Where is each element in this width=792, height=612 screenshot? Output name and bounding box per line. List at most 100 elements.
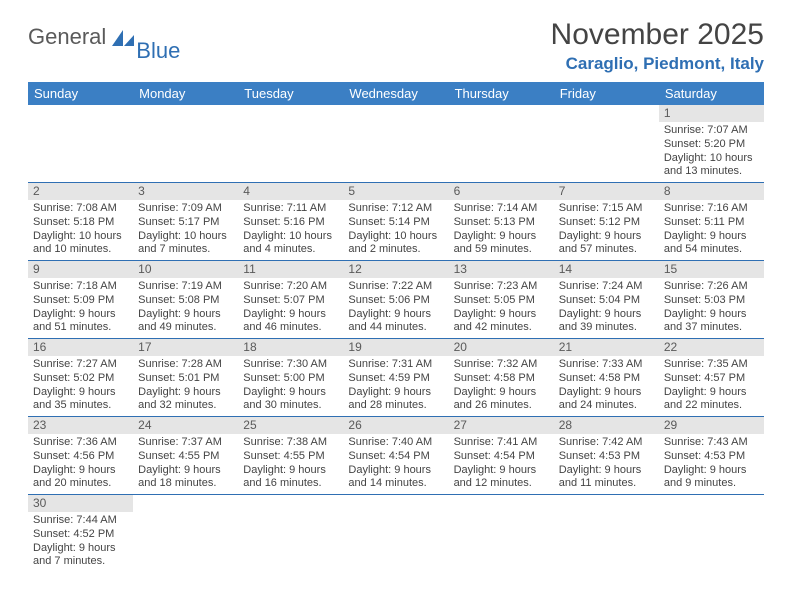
day-body: Sunrise: 7:42 AMSunset: 4:53 PMDaylight:… (554, 434, 659, 494)
daylight: Daylight: 9 hours and 24 minutes. (559, 386, 654, 414)
calendar-cell: 9Sunrise: 7:18 AMSunset: 5:09 PMDaylight… (28, 261, 133, 339)
calendar-cell: 29Sunrise: 7:43 AMSunset: 4:53 PMDayligh… (659, 417, 764, 495)
sunrise: Sunrise: 7:37 AM (138, 436, 233, 450)
logo-text-general: General (28, 24, 106, 50)
daylight: Daylight: 9 hours and 39 minutes. (559, 308, 654, 336)
calendar-cell: 25Sunrise: 7:38 AMSunset: 4:55 PMDayligh… (238, 417, 343, 495)
daylight: Daylight: 9 hours and 51 minutes. (33, 308, 128, 336)
daylight: Daylight: 9 hours and 44 minutes. (348, 308, 443, 336)
daylight: Daylight: 9 hours and 20 minutes. (33, 464, 128, 492)
calendar-cell (659, 495, 764, 573)
calendar-cell (133, 105, 238, 183)
daylight: Daylight: 9 hours and 30 minutes. (243, 386, 338, 414)
day-number: 14 (554, 261, 659, 278)
day-body: Sunrise: 7:41 AMSunset: 4:54 PMDaylight:… (449, 434, 554, 494)
sunrise: Sunrise: 7:44 AM (33, 514, 128, 528)
daylight: Daylight: 9 hours and 35 minutes. (33, 386, 128, 414)
calendar-cell (238, 105, 343, 183)
calendar-week: 2 Sunrise: 7:08 AMSunset: 5:18 PM Daylight… (28, 183, 764, 261)
calendar-cell: 15Sunrise: 7:26 AMSunset: 5:03 PMDayligh… (659, 261, 764, 339)
sunset: Sunset: 4:53 PM (664, 450, 759, 464)
calendar-cell: 7Sunrise: 7:15 AMSunset: 5:12 PMDaylight… (554, 183, 659, 261)
sunset: Sunset: 5:03 PM (664, 294, 759, 308)
day-number: 23 (28, 417, 133, 434)
calendar-cell: 16Sunrise: 7:27 AMSunset: 5:02 PMDayligh… (28, 339, 133, 417)
calendar-body: 1Sunrise: 7:07 AMSunset: 5:20 PMDaylight… (28, 105, 764, 572)
calendar-cell: 27Sunrise: 7:41 AMSunset: 4:54 PMDayligh… (449, 417, 554, 495)
sunset: Sunset: 5:18 PM (33, 216, 128, 230)
day-number: 9 (28, 261, 133, 278)
daylight: Daylight: 10 hours and 7 minutes. (138, 230, 233, 258)
calendar-cell: 11Sunrise: 7:20 AMSunset: 5:07 PMDayligh… (238, 261, 343, 339)
sunset: Sunset: 5:07 PM (243, 294, 338, 308)
day-body: Sunrise: 7:28 AMSunset: 5:01 PMDaylight:… (133, 356, 238, 416)
calendar-cell: 18Sunrise: 7:30 AMSunset: 5:00 PMDayligh… (238, 339, 343, 417)
sunset: Sunset: 4:53 PM (559, 450, 654, 464)
calendar-cell: 6Sunrise: 7:14 AMSunset: 5:13 PMDaylight… (449, 183, 554, 261)
sunset: Sunset: 5:05 PM (454, 294, 549, 308)
day-body: Sunrise: 7:22 AMSunset: 5:06 PMDaylight:… (343, 278, 448, 338)
calendar-cell: 30Sunrise: 7:44 AMSunset: 4:52 PMDayligh… (28, 495, 133, 573)
sunrise: Sunrise: 7:07 AM (664, 124, 759, 138)
day-body: Sunrise: 7:31 AMSunset: 4:59 PMDaylight:… (343, 356, 448, 416)
header: General Blue November 2025 Caraglio, Pie… (28, 18, 764, 74)
sunrise: Sunrise: 7:30 AM (243, 358, 338, 372)
sunrise: Sunrise: 7:38 AM (243, 436, 338, 450)
daylight: Daylight: 9 hours and 16 minutes. (243, 464, 338, 492)
calendar-cell: 14Sunrise: 7:24 AMSunset: 5:04 PMDayligh… (554, 261, 659, 339)
daylight: Daylight: 10 hours and 2 minutes. (348, 230, 443, 258)
day-body: Sunrise: 7:20 AMSunset: 5:07 PMDaylight:… (238, 278, 343, 338)
daylight: Daylight: 9 hours and 32 minutes. (138, 386, 233, 414)
day-body: Sunrise: 7:37 AMSunset: 4:55 PMDaylight:… (133, 434, 238, 494)
calendar-cell (449, 105, 554, 183)
day-number: 18 (238, 339, 343, 356)
calendar-week: 30Sunrise: 7:44 AMSunset: 4:52 PMDayligh… (28, 495, 764, 573)
daylight: Daylight: 9 hours and 37 minutes. (664, 308, 759, 336)
sunrise: Sunrise: 7:16 AM (664, 202, 759, 216)
daylight: Daylight: 9 hours and 57 minutes. (559, 230, 654, 258)
sunrise: Sunrise: 7:09 AM (138, 202, 233, 216)
sunrise: Sunrise: 7:11 AM (243, 202, 338, 216)
day-body: Sunrise: 7:09 AMSunset: 5:17 PMDaylight:… (133, 200, 238, 260)
day-header: Friday (554, 82, 659, 105)
sunset: Sunset: 5:14 PM (348, 216, 443, 230)
day-number: 2 (28, 183, 133, 200)
sunrise: Sunrise: 7:08 AM (33, 202, 128, 216)
day-number: 4 (238, 183, 343, 200)
calendar-cell: 10Sunrise: 7:19 AMSunset: 5:08 PMDayligh… (133, 261, 238, 339)
sunrise: Sunrise: 7:12 AM (348, 202, 443, 216)
day-body: Sunrise: 7:36 AMSunset: 4:56 PMDaylight:… (28, 434, 133, 494)
sunrise: Sunrise: 7:41 AM (454, 436, 549, 450)
day-header: Wednesday (343, 82, 448, 105)
day-header: Monday (133, 82, 238, 105)
calendar-cell: 17Sunrise: 7:28 AMSunset: 5:01 PMDayligh… (133, 339, 238, 417)
sunset: Sunset: 5:08 PM (138, 294, 233, 308)
day-number: 15 (659, 261, 764, 278)
calendar-cell (133, 495, 238, 573)
sunset: Sunset: 4:59 PM (348, 372, 443, 386)
day-body: Sunrise: 7:30 AMSunset: 5:00 PMDaylight:… (238, 356, 343, 416)
sunset: Sunset: 5:09 PM (33, 294, 128, 308)
sunrise: Sunrise: 7:14 AM (454, 202, 549, 216)
day-header: Tuesday (238, 82, 343, 105)
day-number: 24 (133, 417, 238, 434)
sunrise: Sunrise: 7:31 AM (348, 358, 443, 372)
daylight: Daylight: 9 hours and 18 minutes. (138, 464, 233, 492)
sunset: Sunset: 5:11 PM (664, 216, 759, 230)
calendar-cell: 20Sunrise: 7:32 AMSunset: 4:58 PMDayligh… (449, 339, 554, 417)
day-body: Sunrise: 7:27 AMSunset: 5:02 PMDaylight:… (28, 356, 133, 416)
sunset: Sunset: 5:00 PM (243, 372, 338, 386)
calendar-week: 23Sunrise: 7:36 AMSunset: 4:56 PMDayligh… (28, 417, 764, 495)
calendar-cell (343, 105, 448, 183)
day-body: Sunrise: 7:32 AMSunset: 4:58 PMDaylight:… (449, 356, 554, 416)
month-title: November 2025 (551, 18, 764, 52)
day-header: Sunday (28, 82, 133, 105)
calendar-cell: 13Sunrise: 7:23 AMSunset: 5:05 PMDayligh… (449, 261, 554, 339)
day-body: Sunrise: 7:18 AMSunset: 5:09 PMDaylight:… (28, 278, 133, 338)
day-body: Sunrise: 7:16 AMSunset: 5:11 PMDaylight:… (659, 200, 764, 260)
sunrise: Sunrise: 7:33 AM (559, 358, 654, 372)
day-number: 12 (343, 261, 448, 278)
calendar-cell (554, 105, 659, 183)
calendar-cell: 4Sunrise: 7:11 AMSunset: 5:16 PMDaylight… (238, 183, 343, 261)
sunrise: Sunrise: 7:35 AM (664, 358, 759, 372)
